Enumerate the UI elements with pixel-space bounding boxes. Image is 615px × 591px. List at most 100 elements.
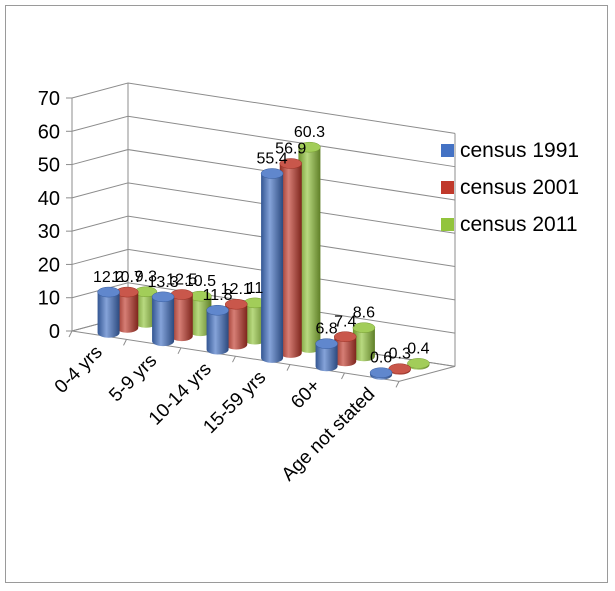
gridline — [71, 115, 456, 168]
gridline — [71, 282, 456, 334]
data-label: 6.8 — [315, 321, 337, 338]
data-label: 13.3 — [148, 274, 179, 291]
data-label: 7.4 — [334, 314, 356, 331]
legend-swatch — [441, 218, 454, 231]
data-label: 0.3 — [389, 346, 411, 363]
gridline — [71, 248, 456, 301]
y-tick-label: 50 — [38, 155, 60, 177]
bar-top — [298, 141, 321, 153]
y-tick-label: 60 — [38, 121, 60, 143]
data-label: 55.4 — [257, 150, 288, 167]
bar-top — [151, 291, 175, 303]
bar-top — [97, 286, 120, 298]
data-labels: 9.3 10.5 11 60.3 8.6 0.4 10.7 12.5 12.1 56.9 7.4 0.… — [93, 124, 430, 367]
data-label: 8.6 — [353, 305, 375, 322]
x-tick-mark — [177, 347, 182, 355]
bar-body — [206, 310, 229, 355]
y-tick-label: 30 — [38, 221, 60, 243]
bar-body — [279, 163, 302, 358]
category-label: 0-4 yrs — [51, 342, 107, 398]
legend-label: census 2011 — [460, 213, 578, 236]
bar-census-1991-0 — [97, 286, 120, 338]
y-tick-label: 0 — [49, 321, 60, 343]
data-label: 0.4 — [407, 340, 429, 357]
legend-label: census 2001 — [460, 176, 579, 199]
bar-census-1991-1 — [151, 291, 175, 347]
data-label: 10.5 — [185, 273, 216, 290]
bar-census-2011-3 — [298, 141, 321, 353]
data-label: 10.7 — [112, 269, 143, 286]
bar-top — [369, 367, 393, 378]
bar-body — [116, 292, 139, 333]
bar-top — [352, 322, 376, 333]
bar-body — [170, 294, 193, 342]
bar-body — [315, 343, 338, 372]
bars — [97, 141, 430, 380]
bar-top — [388, 363, 411, 374]
y-tick-label: 10 — [38, 288, 60, 310]
bar-census-2001-2 — [225, 298, 248, 350]
bar-body — [298, 147, 321, 353]
legend-label: census 1991 — [460, 139, 579, 162]
bar-body — [261, 173, 284, 363]
bar-census-2011-0 — [134, 286, 158, 328]
x-tick-mark — [341, 372, 345, 380]
bar-top — [334, 331, 357, 342]
y-tick-label: 40 — [38, 188, 60, 210]
bar-body — [97, 292, 120, 338]
data-label: 60.3 — [294, 124, 325, 141]
bar-top — [225, 298, 248, 310]
category-label: 60+ — [287, 375, 325, 413]
data-label: 11 — [247, 280, 264, 297]
bar-top — [260, 168, 284, 179]
bar-census-1991-5 — [369, 367, 393, 380]
bar-body — [134, 291, 157, 328]
x-tick-mark — [395, 381, 400, 388]
gridline — [71, 215, 456, 268]
x-tick-mark — [123, 339, 127, 346]
bar-census-2001-0 — [116, 286, 139, 333]
x-tick-mark — [232, 355, 236, 363]
gridline — [71, 182, 456, 234]
bar-census-2011-1 — [189, 290, 212, 337]
data-label: 0.6 — [370, 350, 392, 367]
bar-body — [334, 336, 357, 367]
gridline — [71, 149, 456, 201]
bar-census-1991-4 — [315, 338, 338, 372]
legend-swatch — [441, 144, 454, 157]
y-axis-ticks: 0 10 20 30 40 50 60 70 — [38, 88, 72, 343]
bar-body — [152, 296, 175, 347]
bar-census-2011-5 — [407, 358, 430, 370]
category-label: 5-9 yrs — [105, 350, 161, 406]
bar-census-2001-5 — [388, 363, 411, 375]
bar-top — [206, 304, 229, 316]
legend: census 1991 census 2001 census 2011 — [441, 139, 579, 236]
data-label: 12.2 — [93, 269, 124, 286]
y-tick-label: 20 — [38, 254, 60, 276]
gridlines — [71, 82, 456, 367]
data-label: 12.5 — [166, 271, 197, 288]
bar-body — [352, 327, 375, 362]
data-label: 56.9 — [275, 141, 306, 158]
bar-census-1991-2 — [206, 304, 229, 355]
data-label: 11.8 — [203, 287, 233, 304]
y-tick-label: 70 — [38, 88, 60, 110]
bar-census-2011-4 — [352, 322, 376, 362]
bar-top — [407, 358, 430, 369]
bar-body — [225, 304, 248, 350]
bar-body — [189, 296, 212, 337]
bar-census-2001-1 — [170, 289, 193, 342]
legend-swatch — [441, 181, 454, 194]
bar-top — [315, 338, 338, 349]
data-label: 12.1 — [221, 281, 252, 298]
bar-top — [279, 158, 302, 169]
bar-census-1991-3 — [260, 168, 284, 363]
x-tick-mark — [68, 330, 73, 338]
bar-census-2001-4 — [334, 331, 357, 367]
bar-body — [243, 302, 266, 345]
bar-census-2011-2 — [243, 297, 267, 345]
gridline — [71, 82, 456, 134]
data-label: 9.3 — [135, 269, 157, 286]
bar-census-2001-3 — [279, 158, 302, 358]
